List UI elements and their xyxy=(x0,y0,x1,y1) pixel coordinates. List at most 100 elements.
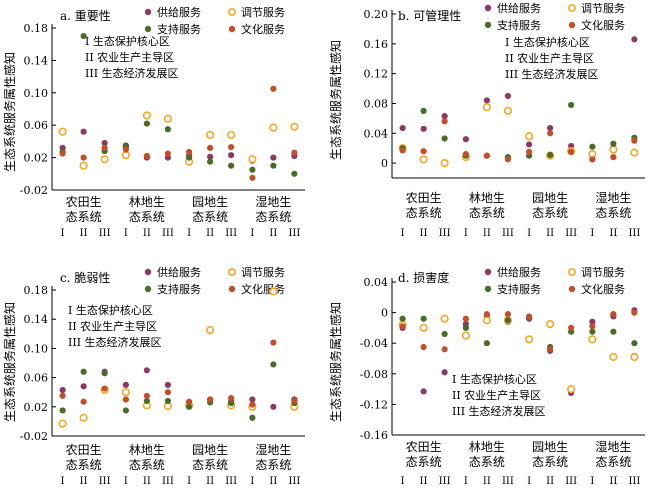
legend-marker xyxy=(567,267,576,276)
legend-marker xyxy=(228,8,237,17)
legend-marker xyxy=(228,267,237,276)
data-point-cultural xyxy=(547,346,554,353)
legend-marker xyxy=(568,285,576,293)
category-label: 态系统 xyxy=(129,458,165,472)
y-tick-label: 0.14 xyxy=(24,54,49,67)
category-label: 态系统 xyxy=(406,455,442,469)
zone-tick-label: I xyxy=(464,228,468,239)
data-point-supply xyxy=(547,124,554,132)
y-tick-label: 0.14 xyxy=(24,313,49,326)
zone-tick-label: II xyxy=(80,228,88,239)
zone-tick-label: III xyxy=(565,476,577,487)
data-point-regulating xyxy=(609,145,618,154)
category-label: 湿地生 xyxy=(595,190,631,205)
data-point-cultural xyxy=(547,130,554,137)
data-point-regulating xyxy=(525,132,534,141)
data-point-supply xyxy=(420,125,427,132)
data-point-supply xyxy=(59,386,66,394)
data-point-cultural xyxy=(589,156,596,163)
legend-marker xyxy=(228,25,236,33)
data-point-supply xyxy=(270,154,277,161)
chart-title: c. 脆弱性 xyxy=(60,270,110,285)
data-point-regulating xyxy=(248,155,257,164)
category-label: 态系统 xyxy=(532,206,568,220)
zone-tick-label: III xyxy=(162,476,174,487)
zone-legend-item: II 农业生产主导区 xyxy=(68,319,157,333)
category-label: 湿地生 xyxy=(255,442,291,457)
y-tick-label: 0.20 xyxy=(364,8,389,21)
category-label: 湿地生 xyxy=(255,194,291,209)
data-point-support xyxy=(441,135,448,142)
y-tick-label: 0.02 xyxy=(24,152,49,165)
y-tick-label: -0.02 xyxy=(20,430,48,443)
zone-tick-label: III xyxy=(502,476,514,487)
category-label: 湿地生 xyxy=(595,439,631,454)
data-point-regulating xyxy=(142,111,151,120)
legend-label: 文化服务 xyxy=(241,282,285,296)
chart-title: b. 可管理性 xyxy=(398,8,461,23)
data-point-supply xyxy=(441,369,448,376)
zone-tick-label: I xyxy=(187,476,191,487)
category-label: 态系统 xyxy=(595,206,631,220)
category-label: 态系统 xyxy=(255,210,291,224)
data-point-support xyxy=(101,370,108,377)
y-tick-label: 0 xyxy=(381,307,388,320)
zone-legend-item: II 农业生产主导区 xyxy=(452,388,541,402)
zone-tick-label: III xyxy=(99,476,111,487)
data-point-cultural xyxy=(420,343,427,351)
zone-tick-label: II xyxy=(143,228,151,239)
chart-panel-4: -0.16 -0.12 -0.08 -0.04 0 0.04 d. 损害度生态系统服务属性感… xyxy=(328,265,645,487)
legend-marker xyxy=(144,268,152,276)
y-tick-label: 0.18 xyxy=(24,284,49,297)
zone-legend-item: II 农业生产主导区 xyxy=(85,50,174,64)
data-point-supply xyxy=(526,141,533,148)
data-point-support xyxy=(270,361,277,368)
category-label: 林地生 xyxy=(129,443,165,457)
data-point-supply xyxy=(164,381,171,388)
legend-label: 支持服务 xyxy=(157,282,201,296)
data-point-regulating xyxy=(609,352,618,362)
category-label: 态系统 xyxy=(469,206,505,220)
category-label: 园地生 xyxy=(192,195,228,209)
data-point-regulating xyxy=(525,335,534,344)
legend-label: 供给服务 xyxy=(157,5,201,19)
zone-tick-label: I xyxy=(590,476,594,487)
zone-tick-label: II xyxy=(206,476,214,487)
zone-tick-label: III xyxy=(502,228,514,239)
data-point-cultural xyxy=(164,150,171,157)
category-label: 态系统 xyxy=(66,458,102,472)
zone-tick-label: III xyxy=(628,476,640,487)
y-tick-label: -0.08 xyxy=(360,368,388,381)
data-point-support xyxy=(483,340,490,347)
category-label: 态系统 xyxy=(595,455,631,469)
category-label: 林地生 xyxy=(469,191,505,205)
zone-tick-label: I xyxy=(401,228,405,239)
data-point-supply xyxy=(483,97,490,104)
data-point-cultural xyxy=(164,389,171,396)
zone-legend-item: I 生态保护核心区 xyxy=(505,35,590,49)
chart-title: a. 重要性 xyxy=(60,9,111,23)
category-label: 态系统 xyxy=(469,455,505,469)
data-point-support xyxy=(441,330,448,338)
data-point-cultural xyxy=(270,339,277,346)
data-point-cultural xyxy=(143,152,150,160)
y-tick-label: 0.10 xyxy=(24,342,49,355)
category-label: 态系统 xyxy=(192,210,228,224)
data-point-supply xyxy=(589,318,596,325)
data-point-regulating xyxy=(503,106,512,116)
data-point-support xyxy=(631,340,638,347)
category-label: 态系统 xyxy=(255,458,291,472)
zone-tick-label: II xyxy=(609,228,617,239)
zone-tick-label: III xyxy=(288,228,300,239)
data-point-support xyxy=(207,158,214,165)
data-point-cultural xyxy=(462,315,469,322)
data-point-regulating xyxy=(100,155,109,164)
zone-tick-label: I xyxy=(250,228,254,239)
legend-label: 调节服务 xyxy=(241,6,285,19)
zone-tick-label: II xyxy=(206,228,214,239)
zone-tick-label: II xyxy=(609,476,617,487)
data-point-supply xyxy=(207,153,214,160)
chart-panel-1: -0.02 0.02 0.06 0.10 0.14 0.18 a. 重要性生态系统服务属性感… xyxy=(2,5,305,239)
data-point-cultural xyxy=(483,311,490,318)
